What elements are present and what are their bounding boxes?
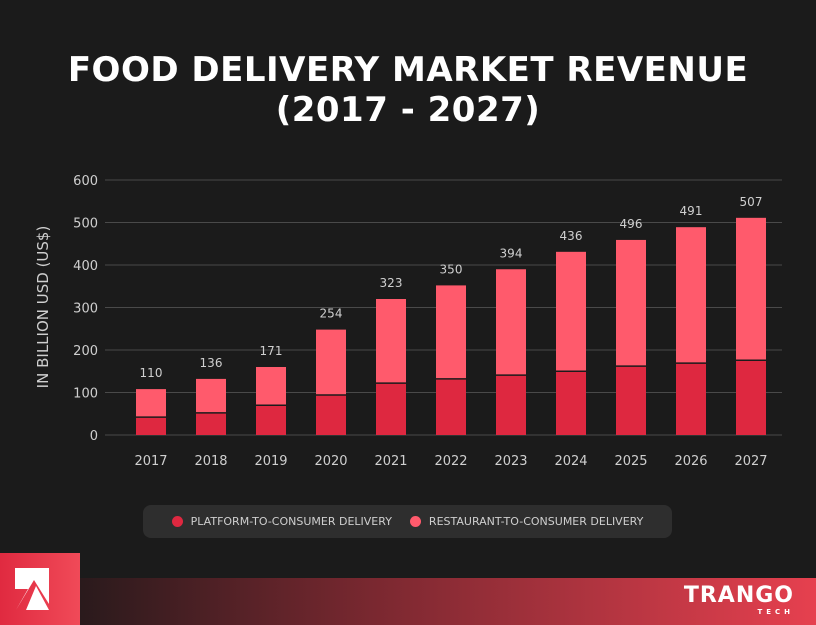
title-line-2: (2017 - 2027) [275, 90, 541, 130]
data-label: 491 [680, 204, 703, 218]
bar-restaurant [556, 251, 586, 372]
y-tick-label: 300 [73, 302, 98, 317]
trango-logo-icon [0, 553, 80, 625]
y-tick-label: 0 [90, 429, 98, 444]
y-axis-label: IN BILLION USD (US$) [34, 226, 52, 389]
y-tick-label: 100 [73, 387, 98, 402]
bar-platform [196, 412, 226, 435]
bar-platform [556, 371, 586, 435]
footer-bar [80, 578, 816, 625]
x-tick-label: 2024 [554, 454, 587, 469]
legend-item-platform: PLATFORM-TO-CONSUMER DELIVERY [171, 515, 392, 528]
data-label: 496 [620, 217, 643, 231]
data-label: 110 [140, 366, 163, 380]
x-tick-label: 2023 [494, 454, 527, 469]
x-tick-label: 2017 [134, 454, 167, 469]
bar-platform [316, 395, 346, 435]
x-tick-label: 2022 [434, 454, 467, 469]
x-tick-label: 2019 [254, 454, 287, 469]
bar-restaurant [196, 378, 226, 413]
brand-logo: TRANGO TECH [683, 583, 794, 617]
bar-restaurant [316, 329, 346, 396]
bar-restaurant [256, 367, 286, 406]
bar-platform [736, 360, 766, 435]
x-tick-label: 2021 [374, 454, 407, 469]
title-line-1: FOOD DELIVERY MARKET REVENUE [67, 50, 749, 90]
legend-swatch [409, 516, 421, 527]
data-label: 254 [320, 307, 343, 321]
legend-label: RESTAURANT-TO-CONSUMER DELIVERY [428, 515, 644, 528]
bar-platform [376, 383, 406, 435]
bar-platform [496, 375, 526, 435]
chart-title: FOOD DELIVERY MARKET REVENUE (2017 - 202… [0, 50, 816, 130]
bar-restaurant [496, 269, 526, 376]
bar-platform [676, 363, 706, 435]
legend: PLATFORM-TO-CONSUMER DELIVERY RESTAURANT… [143, 505, 672, 538]
bar-restaurant [616, 239, 646, 367]
data-label: 394 [500, 246, 523, 260]
x-tick-label: 2027 [734, 454, 767, 469]
y-tick-label: 600 [73, 174, 98, 189]
x-tick-label: 2018 [194, 454, 227, 469]
data-label: 171 [260, 344, 283, 358]
data-label: 136 [200, 356, 223, 370]
legend-swatch [171, 516, 183, 527]
data-label: 350 [440, 262, 463, 276]
bar-platform [616, 366, 646, 435]
y-tick-label: 200 [73, 344, 98, 359]
data-label: 323 [380, 276, 403, 290]
bar-restaurant [136, 389, 166, 418]
bar-restaurant [676, 227, 706, 364]
data-label: 507 [740, 195, 763, 209]
bar-restaurant [436, 285, 466, 379]
y-tick-label: 500 [73, 217, 98, 232]
x-tick-label: 2020 [314, 454, 347, 469]
y-tick-label: 400 [73, 259, 98, 274]
bar-platform [436, 378, 466, 435]
legend-item-restaurant: RESTAURANT-TO-CONSUMER DELIVERY [409, 515, 644, 528]
data-label: 436 [560, 229, 583, 243]
x-tick-label: 2025 [614, 454, 647, 469]
bar-platform [136, 417, 166, 435]
bar-platform [256, 405, 286, 435]
x-tick-label: 2026 [674, 454, 707, 469]
bar-restaurant [736, 217, 766, 361]
bar-restaurant [376, 299, 406, 384]
legend-label: PLATFORM-TO-CONSUMER DELIVERY [190, 515, 392, 528]
